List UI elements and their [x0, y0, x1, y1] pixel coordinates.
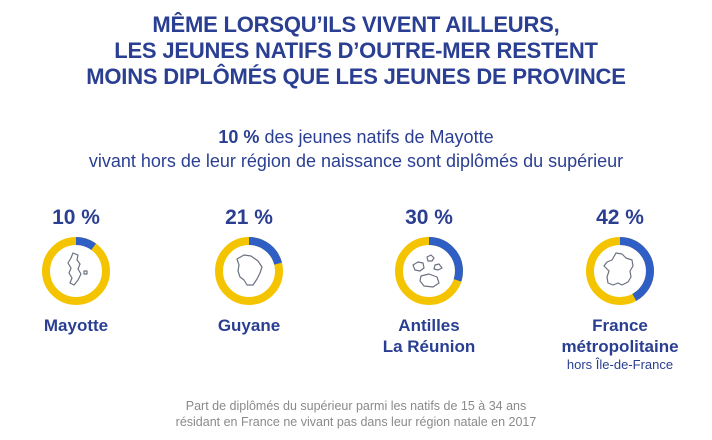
- donut-ring-antilles-reunion: [395, 237, 463, 305]
- donut-item-guyane: 21 % Guyane: [169, 205, 329, 336]
- subtitle-line-1-text: des jeunes natifs de Mayotte: [259, 127, 494, 147]
- category-label-line-2: métropolitaine: [561, 337, 679, 356]
- category-label-line-1: Antilles: [398, 316, 460, 335]
- mayotte-map-icon: [67, 252, 88, 286]
- title-line-2: LES JEUNES NATIFS D’OUTRE-MER RESTENT: [114, 38, 598, 63]
- donut-value-arc: [586, 237, 654, 305]
- chart-title: MÊME LORSQU’ILS VIVENT AILLEURS, LES JEU…: [0, 12, 712, 90]
- title-line-3: MOINS DIPLÔMÉS QUE LES JEUNES DE PROVINC…: [86, 64, 626, 89]
- donut-value-arc: [395, 237, 463, 305]
- value-label: 30 %: [405, 206, 453, 229]
- donut-value-arc: [42, 237, 110, 305]
- guyane-map-icon: [236, 254, 263, 286]
- donut-value-arc: [215, 237, 283, 305]
- source-note: Part de diplômés du supérieur parmi les …: [0, 398, 712, 430]
- category-label: Guyane: [169, 315, 329, 336]
- category-label-line-1: France: [592, 316, 648, 335]
- france-map-icon: [603, 252, 634, 286]
- category-label-line-1: Mayotte: [43, 316, 109, 335]
- chart-subtitle: 10 % des jeunes natifs de Mayotte vivant…: [0, 125, 712, 173]
- donut-ring-france: [586, 237, 654, 305]
- antilles-reunion-map-icon: [412, 254, 443, 288]
- subtitle-line-1: 10 % des jeunes natifs de Mayotte: [0, 125, 712, 149]
- category-label-line-1: Guyane: [217, 316, 281, 335]
- value-label: 21 %: [225, 206, 273, 229]
- subtitle-highlight: 10 %: [218, 127, 260, 147]
- category-label: France métropolitaine: [540, 315, 700, 357]
- value-label: 10 %: [52, 206, 100, 229]
- title-line-1: MÊME LORSQU’ILS VIVENT AILLEURS,: [152, 12, 560, 37]
- donut-item-france: 42 % France métropolitaine hors Île-de-Fr…: [540, 205, 700, 373]
- donut-item-antilles-reunion: 30 % Antilles La Réunion: [349, 205, 509, 357]
- category-label: Mayotte: [0, 315, 156, 336]
- note-line-2: résidant en France ne vivant pas dans le…: [175, 415, 537, 429]
- value-label: 42 %: [596, 206, 644, 229]
- category-label: Antilles La Réunion: [349, 315, 509, 357]
- subtitle-line-2: vivant hors de leur région de naissance …: [88, 151, 624, 171]
- donut-item-mayotte: 10 % Mayotte: [0, 205, 156, 336]
- category-label-line-2: La Réunion: [382, 337, 476, 356]
- donut-ring-mayotte: [42, 237, 110, 305]
- note-line-1: Part de diplômés du supérieur parmi les …: [185, 399, 527, 413]
- category-sublabel: hors Île-de-France: [566, 357, 674, 372]
- donut-ring-guyane: [215, 237, 283, 305]
